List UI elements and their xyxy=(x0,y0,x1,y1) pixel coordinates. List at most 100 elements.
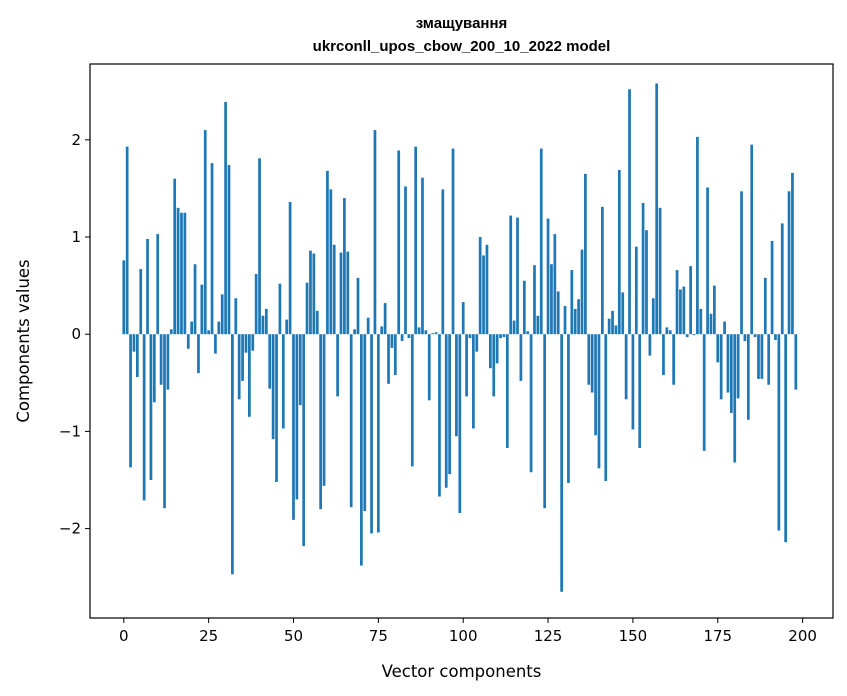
bar-component-151 xyxy=(634,246,638,335)
bar-component-43 xyxy=(268,334,272,389)
bar-component-109 xyxy=(492,334,496,397)
bar-component-86 xyxy=(414,146,418,335)
bar-component-10 xyxy=(156,234,160,335)
bar-component-77 xyxy=(383,303,387,335)
bar-component-173 xyxy=(709,313,713,335)
x-tick-label: 0 xyxy=(119,627,129,645)
bar-component-22 xyxy=(197,334,200,374)
bar-component-92 xyxy=(434,332,438,335)
y-axis-ticks: −2 −1 0 1 2 xyxy=(59,131,90,538)
bar-component-30 xyxy=(224,101,227,335)
bar-component-31 xyxy=(227,165,231,335)
bar-component-97 xyxy=(451,148,455,335)
bar-component-18 xyxy=(183,212,187,335)
x-tick-label: 200 xyxy=(788,627,817,645)
bar-component-87 xyxy=(417,327,421,335)
bar-component-75 xyxy=(376,334,380,533)
bar-component-99 xyxy=(458,334,462,514)
bar-component-162 xyxy=(672,334,675,385)
bar-component-61 xyxy=(329,189,333,335)
bar-component-58 xyxy=(319,334,322,510)
bar-component-73 xyxy=(370,334,373,534)
bar-component-76 xyxy=(380,326,384,335)
bar-component-24 xyxy=(203,130,207,335)
bar-component-101 xyxy=(465,334,468,397)
bar-component-96 xyxy=(448,334,451,475)
bar-component-0 xyxy=(122,260,126,335)
bar-component-164 xyxy=(679,289,682,335)
bar-component-111 xyxy=(499,334,502,339)
bar-component-127 xyxy=(553,234,557,335)
bar-component-161 xyxy=(668,330,672,335)
bar-component-83 xyxy=(404,186,407,335)
bar-component-6 xyxy=(142,334,146,501)
bar-component-185 xyxy=(750,144,754,335)
bar-component-198 xyxy=(794,334,798,390)
bar-component-16 xyxy=(176,207,180,335)
bar-component-118 xyxy=(522,280,526,335)
bar-component-195 xyxy=(784,334,788,543)
bar-component-26 xyxy=(210,163,214,335)
bar-component-188 xyxy=(760,334,764,379)
bar-component-4 xyxy=(135,334,139,377)
bar-component-103 xyxy=(472,334,475,429)
bar-component-5 xyxy=(139,269,143,335)
bar-component-128 xyxy=(556,291,560,335)
bar-component-34 xyxy=(237,334,241,400)
bar-component-113 xyxy=(505,334,509,448)
bar-component-157 xyxy=(655,83,659,335)
bar-component-81 xyxy=(397,150,401,335)
bar-component-149 xyxy=(628,89,631,335)
bar-component-104 xyxy=(475,334,479,352)
bar-component-167 xyxy=(689,266,692,335)
bar-component-197 xyxy=(791,172,794,335)
bar-component-160 xyxy=(665,327,669,335)
bar-component-141 xyxy=(601,206,604,335)
bar-component-71 xyxy=(363,334,367,512)
bar-component-126 xyxy=(550,264,553,335)
bar-component-132 xyxy=(570,270,574,335)
bar-component-125 xyxy=(546,218,550,335)
chart-title-line-2: ukrconll_upos_cbow_200_10_2022 model xyxy=(313,38,611,55)
bar-component-196 xyxy=(787,191,791,335)
bar-component-105 xyxy=(478,237,482,335)
bar-component-137 xyxy=(587,334,591,385)
bar-component-27 xyxy=(214,334,217,354)
x-tick-label: 175 xyxy=(703,627,732,645)
bar-component-79 xyxy=(390,334,394,348)
bar-component-158 xyxy=(658,207,662,335)
bar-component-166 xyxy=(685,334,689,338)
y-tick-label: −1 xyxy=(59,422,81,440)
bar-component-78 xyxy=(387,334,390,384)
bar-component-95 xyxy=(444,334,448,488)
bar-component-106 xyxy=(482,255,485,335)
bar-component-183 xyxy=(743,334,747,341)
bar-component-11 xyxy=(159,334,163,385)
bar-component-14 xyxy=(169,329,173,335)
bar-component-119 xyxy=(526,331,530,335)
bar-component-56 xyxy=(312,253,316,335)
bar-component-2 xyxy=(129,334,132,468)
bar-component-175 xyxy=(716,334,720,363)
bar-component-13 xyxy=(166,334,170,390)
bar-component-54 xyxy=(305,282,309,335)
bar-component-8 xyxy=(149,334,153,480)
bar-component-93 xyxy=(438,334,441,497)
bar-component-142 xyxy=(604,334,608,481)
bar-component-21 xyxy=(193,264,197,335)
bar-component-80 xyxy=(393,334,397,376)
bar-component-7 xyxy=(146,238,149,335)
bar-component-29 xyxy=(220,294,224,335)
chart-title-line-1: змащування xyxy=(416,15,508,32)
bar-component-72 xyxy=(366,317,370,335)
bar-component-49 xyxy=(288,202,292,335)
bar-component-84 xyxy=(407,334,411,339)
bar-component-172 xyxy=(706,187,709,335)
bar-component-181 xyxy=(736,334,740,399)
bar-component-115 xyxy=(512,320,516,335)
bar-component-116 xyxy=(516,217,519,335)
bar-component-107 xyxy=(485,244,489,335)
bar-component-52 xyxy=(298,334,302,406)
bar-component-121 xyxy=(533,265,536,335)
